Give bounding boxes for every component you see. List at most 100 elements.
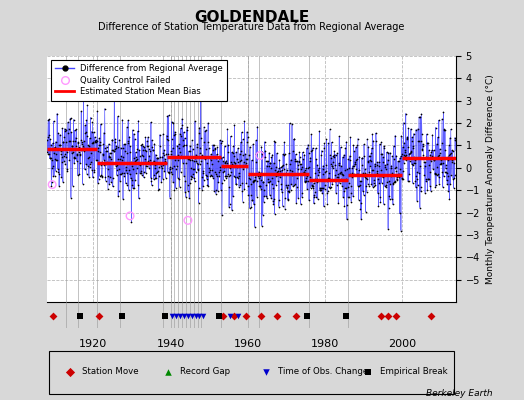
Point bbox=[287, 157, 295, 163]
Point bbox=[183, 124, 191, 130]
Point bbox=[347, 182, 356, 189]
Point bbox=[285, 150, 293, 156]
Point bbox=[341, 185, 349, 191]
Point bbox=[157, 160, 166, 166]
Point bbox=[308, 147, 316, 154]
Point bbox=[63, 168, 72, 174]
Point bbox=[108, 136, 116, 143]
Point bbox=[416, 204, 424, 211]
Point bbox=[248, 197, 257, 204]
Point bbox=[321, 169, 330, 175]
Point bbox=[48, 165, 57, 172]
Point bbox=[272, 164, 280, 170]
Point bbox=[353, 142, 362, 148]
Point bbox=[272, 313, 281, 319]
Point bbox=[113, 156, 122, 162]
Point bbox=[368, 131, 377, 137]
Point bbox=[126, 149, 134, 156]
Point bbox=[362, 209, 370, 215]
Text: Difference of Station Temperature Data from Regional Average: Difference of Station Temperature Data f… bbox=[99, 22, 405, 32]
Point bbox=[70, 160, 79, 166]
Point bbox=[316, 186, 324, 193]
Point bbox=[393, 176, 401, 182]
Point bbox=[435, 152, 444, 158]
Point bbox=[291, 151, 300, 158]
Point bbox=[187, 165, 195, 172]
Point bbox=[136, 168, 145, 174]
Point bbox=[60, 158, 68, 164]
Point bbox=[205, 165, 214, 172]
Point bbox=[119, 154, 127, 160]
Point bbox=[62, 148, 71, 155]
Point bbox=[346, 157, 354, 163]
Point bbox=[431, 170, 439, 177]
Point bbox=[385, 178, 393, 185]
Point bbox=[123, 150, 132, 156]
Point bbox=[200, 139, 209, 146]
Point bbox=[411, 160, 419, 166]
Point bbox=[225, 184, 234, 190]
Point bbox=[100, 162, 108, 168]
Point bbox=[69, 138, 78, 144]
Point bbox=[261, 154, 269, 160]
Point bbox=[167, 148, 176, 154]
Point bbox=[90, 169, 99, 175]
Point bbox=[432, 171, 441, 177]
Point bbox=[217, 155, 225, 161]
Point bbox=[110, 147, 118, 154]
Point bbox=[403, 135, 411, 142]
Point bbox=[397, 132, 406, 139]
Point bbox=[373, 170, 381, 176]
Point bbox=[69, 149, 77, 155]
Point bbox=[416, 114, 424, 120]
Point bbox=[319, 166, 327, 172]
Point bbox=[321, 182, 329, 188]
Point bbox=[108, 137, 116, 144]
Point bbox=[189, 170, 198, 177]
Point bbox=[176, 184, 184, 190]
Point bbox=[302, 165, 310, 171]
Point bbox=[369, 166, 377, 173]
Point bbox=[403, 134, 411, 140]
Point bbox=[298, 190, 307, 196]
Point bbox=[54, 130, 62, 136]
Point bbox=[162, 160, 170, 166]
Point bbox=[93, 148, 102, 154]
Point bbox=[102, 144, 111, 150]
Point bbox=[210, 154, 218, 160]
Point bbox=[144, 134, 152, 140]
Point bbox=[86, 114, 95, 121]
Point bbox=[278, 163, 287, 169]
Point bbox=[336, 170, 344, 176]
Point bbox=[90, 129, 98, 135]
Point bbox=[111, 139, 119, 145]
Point bbox=[148, 144, 157, 150]
Point bbox=[96, 121, 105, 127]
Point bbox=[160, 147, 168, 153]
Point bbox=[260, 187, 268, 193]
Point bbox=[342, 138, 351, 145]
Point bbox=[116, 178, 124, 184]
Point bbox=[267, 154, 276, 160]
Point bbox=[88, 128, 96, 135]
Point bbox=[59, 139, 68, 145]
Point bbox=[294, 195, 302, 201]
Point bbox=[102, 177, 110, 184]
Point bbox=[166, 165, 174, 172]
Text: Berkeley Earth: Berkeley Earth bbox=[426, 389, 493, 398]
Point bbox=[282, 170, 290, 176]
Point bbox=[83, 163, 92, 169]
Point bbox=[162, 132, 171, 139]
Point bbox=[201, 172, 210, 179]
Point bbox=[324, 175, 332, 181]
Point bbox=[231, 174, 239, 180]
Point bbox=[331, 172, 340, 178]
Point bbox=[242, 180, 250, 186]
Point bbox=[135, 161, 143, 167]
Point bbox=[202, 176, 211, 182]
Point bbox=[229, 143, 237, 150]
Point bbox=[163, 369, 172, 375]
Point bbox=[222, 173, 231, 180]
Point bbox=[150, 172, 158, 178]
Point bbox=[304, 142, 312, 148]
